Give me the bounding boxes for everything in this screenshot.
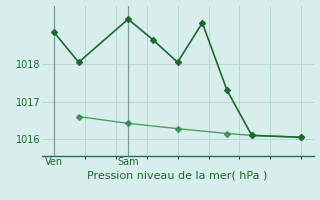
X-axis label: Pression niveau de la mer( hPa ): Pression niveau de la mer( hPa ): [87, 170, 268, 180]
